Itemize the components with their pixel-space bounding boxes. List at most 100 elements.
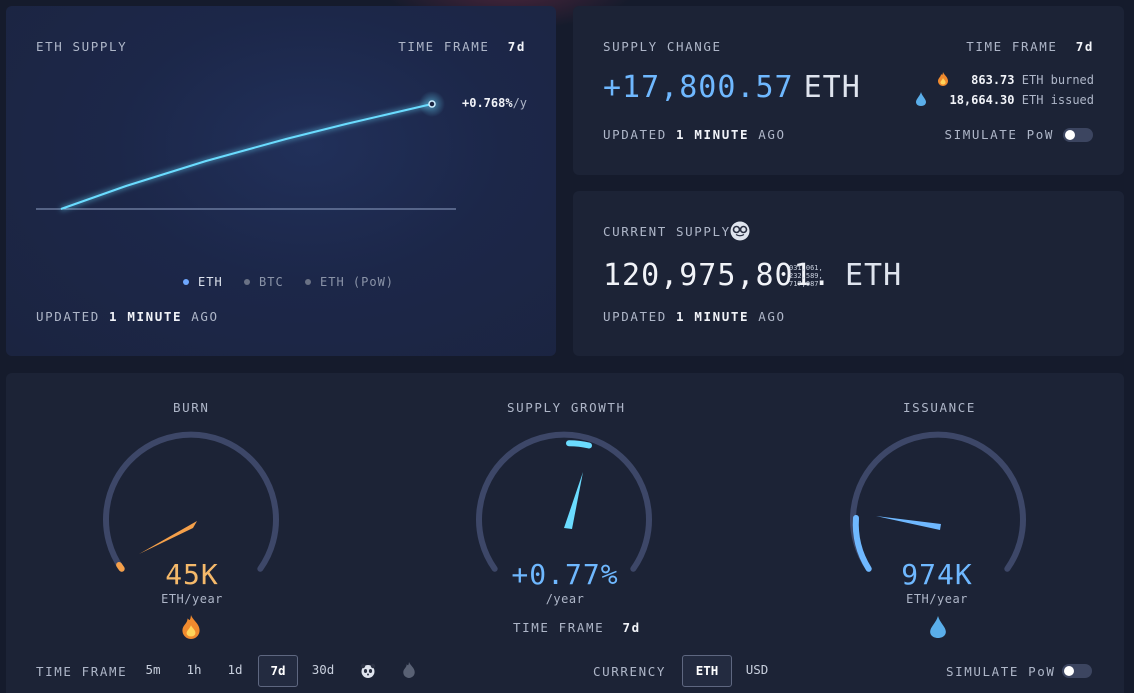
updated-prefix: UPDATED [603,127,667,142]
growth-gauge-fill [566,440,592,449]
burn-value: 45K [165,558,219,591]
updated-suffix: AGO [758,309,786,324]
eth-supply-updated: UPDATED 1 MINUTE AGO [36,309,219,324]
endpoint-marker[interactable] [428,100,436,108]
issuance-gauge-track [850,431,1026,572]
legend-dot-eth-pow [305,278,311,285]
updated-prefix: UPDATED [603,309,667,324]
timeframe-value: 7d [622,620,641,635]
supply-line-chart [36,91,456,210]
legend-eth-label: ETH [198,275,223,289]
updated-prefix: UPDATED [36,309,100,324]
supply-unit: ETH [845,258,903,293]
nerd-face-icon [730,221,750,245]
eth-supply-card: ETH SUPPLY TIME FRAME 7d +0.768%/y ETH B… [6,6,556,356]
eth-supply-line [60,103,433,210]
decimal-line-3: 717,087 [789,280,819,288]
burn-gauge-track [103,431,279,572]
timeframe-1d-button[interactable]: 1d [227,662,243,677]
issuance-gauge [850,431,1026,572]
growth-annotation-unit: /y [512,96,528,110]
legend-dot-eth [183,278,189,285]
current-supply-value: 120,975,801. [603,258,832,293]
gauges-card: BURN 45K ETH/year SUPPLY GROWTH +0.77% /… [6,373,1124,693]
flame-icon [180,615,202,643]
supply-integer: 120,975,801. [603,258,832,293]
updated-num: 1 [676,309,686,324]
supply-change-title: SUPPLY CHANGE [603,39,722,54]
issuance-gauge-needle [876,516,941,530]
panda-icon[interactable] [360,663,376,683]
growth-gauge [476,431,652,572]
growth-gauge-needle [564,472,583,529]
simulate-pow-toggle[interactable] [1063,128,1093,142]
updated-word: MINUTE [694,127,750,142]
timeframe-value: 7d [507,39,526,54]
burned-row: 863.73 ETH burned [937,72,1094,89]
growth-unit: /year [545,592,585,606]
current-supply-title: CURRENT SUPPLY [603,224,731,239]
currency-label: CURRENCY [593,664,667,679]
supply-change-timeframe[interactable]: TIME FRAME 7d [966,39,1094,54]
issued-label: ETH issued [1021,93,1094,107]
eth-supply-title: ETH SUPPLY [36,39,128,54]
legend-eth[interactable]: ETH [183,275,223,289]
timeframe-30d-button[interactable]: 30d [311,662,335,677]
issuance-title: ISSUANCE [903,400,977,415]
simulate-pow-label: SIMULATE PoW [944,127,1054,142]
legend-dot-btc [244,278,250,285]
supply-change-card: SUPPLY CHANGE TIME FRAME 7d +17,800.57 ET… [573,6,1124,175]
growth-timeframe: TIME FRAME 7d [513,620,641,635]
decimal-line-2: 232,589, [789,272,823,280]
legend-eth-pow-label: ETH (PoW) [320,275,395,289]
current-supply-updated: UPDATED 1 MINUTE AGO [603,309,786,324]
timeframe-label: TIME FRAME [513,620,605,635]
growth-gauge-track [476,431,652,572]
timeframe-7d-button[interactable]: 7d [258,655,298,687]
timeframe-value: 7d [1075,39,1094,54]
burn-title: BURN [173,400,210,415]
timeframe-1h-button[interactable]: 1h [186,662,202,677]
supply-change-number: +17,800.57 [603,70,794,105]
bottom-simulate-pow-toggle[interactable] [1062,664,1092,678]
currency-eth-button[interactable]: ETH [682,655,732,687]
flame-icon[interactable] [402,662,416,682]
droplet-icon [915,92,928,109]
bottom-simulate-pow-label: SIMULATE PoW [946,664,1056,679]
supply-change-value: +17,800.57 ETH [603,70,861,105]
eth-supply-timeframe[interactable]: TIME FRAME 7d [398,39,526,54]
currency-usd-button[interactable]: USD [745,662,769,677]
issuance-unit: ETH/year [906,592,968,606]
updated-num: 1 [109,309,119,324]
legend-btc-label: BTC [259,275,284,289]
growth-annotation-value: +0.768% [462,96,513,110]
supply-decimals: 031,061, 232,589, 717,087 [789,264,823,288]
burned-label: ETH burned [1021,73,1094,87]
growth-title: SUPPLY GROWTH [507,400,626,415]
issuance-gauge-fill [852,515,872,572]
bottom-timeframe-label: TIME FRAME [36,664,128,679]
issued-row: 18,664.30 ETH issued [915,92,1094,109]
growth-annotation: +0.768%/y [462,96,527,110]
growth-value: +0.77% [511,558,619,591]
timeframe-5m-button[interactable]: 5m [145,662,161,677]
supply-change-updated: UPDATED 1 MINUTE AGO [603,127,786,142]
burn-gauge [103,431,279,572]
issued-value: 18,664.30 [949,93,1015,107]
burned-value: 863.73 [971,73,1015,87]
burn-gauge-needle [139,521,197,554]
legend-btc[interactable]: BTC [244,275,284,289]
legend-eth-pow[interactable]: ETH (PoW) [305,275,394,289]
supply-change-unit: ETH [803,70,861,105]
flame-icon [937,72,949,89]
timeframe-label: TIME FRAME [966,39,1058,54]
decimal-line-1: 031,061, [789,264,823,272]
timeframe-label: TIME FRAME [398,39,490,54]
updated-suffix: AGO [191,309,219,324]
updated-word: MINUTE [694,309,750,324]
updated-suffix: AGO [758,127,786,142]
current-supply-card: CURRENT SUPPLY 120,975,801. 031,061, 232… [573,191,1124,356]
issuance-value: 974K [901,558,973,591]
burn-gauge-fill [116,562,125,572]
droplet-icon [930,616,946,642]
